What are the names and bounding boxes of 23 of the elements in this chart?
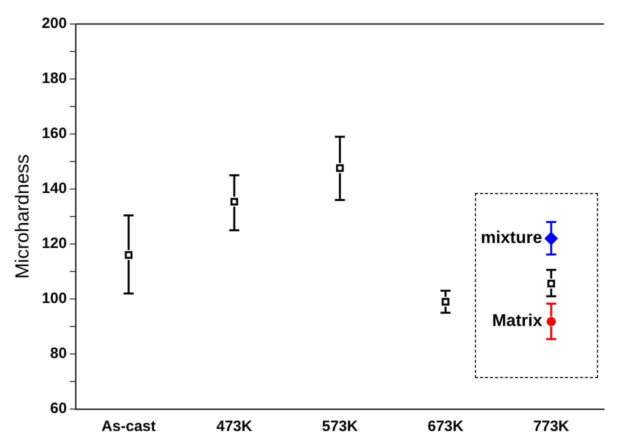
series-label: mixture (480, 228, 542, 248)
point (336, 164, 344, 172)
x-tick-label: 773K (533, 418, 570, 436)
point (230, 198, 238, 206)
x-tick-label: 573K (322, 418, 358, 436)
y-tick-label: 200 (42, 15, 67, 32)
series-label: Matrix (492, 311, 543, 330)
y-tick-label: 140 (42, 180, 67, 198)
y-tick-label: 120 (42, 235, 67, 252)
x-tick-label: 473K (216, 418, 252, 436)
y-tick-label: 60 (50, 400, 67, 418)
x-tick-label: 673K (428, 418, 464, 436)
y-tick-label: 160 (42, 125, 67, 142)
x-tick-label: As-cast (102, 418, 156, 436)
point (547, 280, 556, 288)
point (544, 232, 558, 246)
y-axis-title: Microhardness (12, 154, 34, 279)
point (546, 316, 556, 326)
y-tick-label: 80 (50, 345, 67, 362)
y-tick-label: 100 (42, 290, 67, 308)
point (442, 298, 450, 306)
y-tick-label: 180 (42, 70, 67, 88)
point (124, 251, 132, 259)
